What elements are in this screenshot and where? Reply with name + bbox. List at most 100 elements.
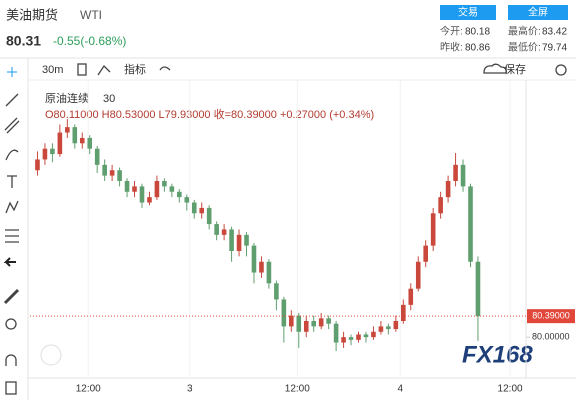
candle-body: [236, 234, 242, 251]
candle-body: [386, 326, 391, 330]
x-tick-label: 12:00: [498, 384, 523, 395]
candle-body: [177, 191, 182, 198]
fib-tool[interactable]: [5, 229, 19, 243]
magnet-tool[interactable]: [5, 354, 17, 366]
x-tick-label: 12:00: [76, 384, 101, 395]
candle-body: [132, 186, 137, 192]
indicators-button[interactable]: 指标: [124, 62, 146, 76]
candle-body: [229, 229, 234, 251]
y-tick-label: 80.00000: [532, 332, 570, 342]
settings-icon[interactable]: [555, 64, 567, 76]
legend-interval: 30: [103, 93, 115, 105]
candle-body: [266, 261, 272, 284]
candle-body: [259, 261, 264, 273]
stat-label: 最高价:: [508, 25, 541, 38]
candle-body: [244, 234, 249, 246]
candle-body: [199, 207, 205, 214]
watermark: FX168: [462, 341, 533, 368]
candle-icon[interactable]: [77, 63, 87, 76]
text-tool[interactable]: [7, 175, 17, 188]
candle-body: [401, 304, 406, 321]
stat-label: 最低价:: [508, 41, 541, 54]
candle-body: [363, 334, 369, 338]
candle-body: [356, 334, 361, 340]
stat-value: 83.42: [542, 27, 567, 38]
back-tool[interactable]: [3, 257, 16, 267]
candle-body: [303, 321, 309, 332]
cloud-icon[interactable]: [483, 63, 507, 74]
candle-body: [318, 318, 324, 327]
x-tick-label: 12:00: [285, 384, 310, 395]
stat-value: 79.74: [542, 43, 567, 54]
candle-body: [378, 326, 384, 332]
x-tick-label: 3: [187, 384, 193, 395]
trade-button[interactable]: [440, 5, 496, 20]
indicator-icon[interactable]: [97, 64, 111, 76]
candle-body: [50, 148, 55, 155]
channel-tool[interactable]: [4, 117, 20, 134]
left-toolbar: [3, 67, 20, 395]
logo-badge: [40, 344, 62, 366]
candle-body: [154, 181, 160, 198]
line-tool[interactable]: [5, 93, 19, 107]
candle-body: [333, 323, 339, 343]
candle-body: [87, 137, 93, 149]
stat-label: 昨收:: [440, 41, 463, 54]
candle-body: [124, 181, 130, 192]
save-button[interactable]: 保存: [504, 62, 526, 76]
candle-body: [289, 315, 294, 327]
candle-body: [35, 159, 40, 171]
candle-body: [460, 164, 466, 187]
candle-body: [184, 197, 190, 203]
candle-body: [281, 299, 287, 327]
stat-value: 80.86: [465, 43, 490, 54]
trade-label[interactable]: 交易: [458, 6, 478, 19]
brush-tool[interactable]: [5, 149, 19, 161]
legend-ohlc: O80.11000 H80.53000 L79.93000 收=80.39000…: [45, 107, 374, 121]
lock-tool[interactable]: [5, 381, 17, 395]
candle-body: [102, 164, 107, 176]
candle-body: [475, 261, 481, 317]
candle-body: [139, 186, 145, 203]
candle-body: [326, 318, 331, 324]
candle-body: [206, 207, 212, 225]
candle-body: [57, 132, 63, 155]
candle-body: [438, 197, 443, 214]
stat-label: 今开:: [440, 25, 463, 38]
candle-body: [408, 288, 414, 305]
pattern-tool[interactable]: [5, 200, 19, 214]
candle-body: [445, 181, 451, 198]
undo-icon[interactable]: [159, 66, 171, 71]
candle-body: [453, 164, 458, 181]
candle-body: [311, 321, 317, 327]
price: 80.31: [6, 33, 41, 49]
candle-body: [147, 197, 152, 203]
candle-body: [296, 315, 302, 332]
ruler-tool[interactable]: [3, 288, 20, 305]
candle-body: [42, 148, 48, 160]
candle-body: [415, 261, 421, 289]
fullscreen-button[interactable]: [508, 5, 568, 20]
price-box: [527, 309, 575, 324]
candle-body: [221, 229, 227, 235]
legend-name: 原油连续: [45, 91, 89, 105]
candle-body: [109, 170, 115, 176]
stat-value: 80.18: [465, 27, 490, 38]
candle-body: [72, 127, 78, 144]
instrument-title: 美油期货: [6, 7, 58, 22]
crosshair-tool[interactable]: [7, 67, 17, 77]
candle-body: [191, 202, 197, 214]
candle-body: [393, 321, 399, 330]
candle-body: [251, 245, 257, 273]
candle-body: [371, 331, 376, 338]
candle-body: [162, 181, 167, 187]
fullscreen-label[interactable]: 全屏: [528, 6, 548, 19]
candle-body: [468, 186, 473, 262]
interval-button[interactable]: 30m: [42, 64, 63, 76]
candle-body: [214, 224, 219, 235]
candle-body: [341, 337, 346, 343]
candle-body: [65, 127, 70, 133]
zoom-tool[interactable]: [5, 318, 17, 330]
